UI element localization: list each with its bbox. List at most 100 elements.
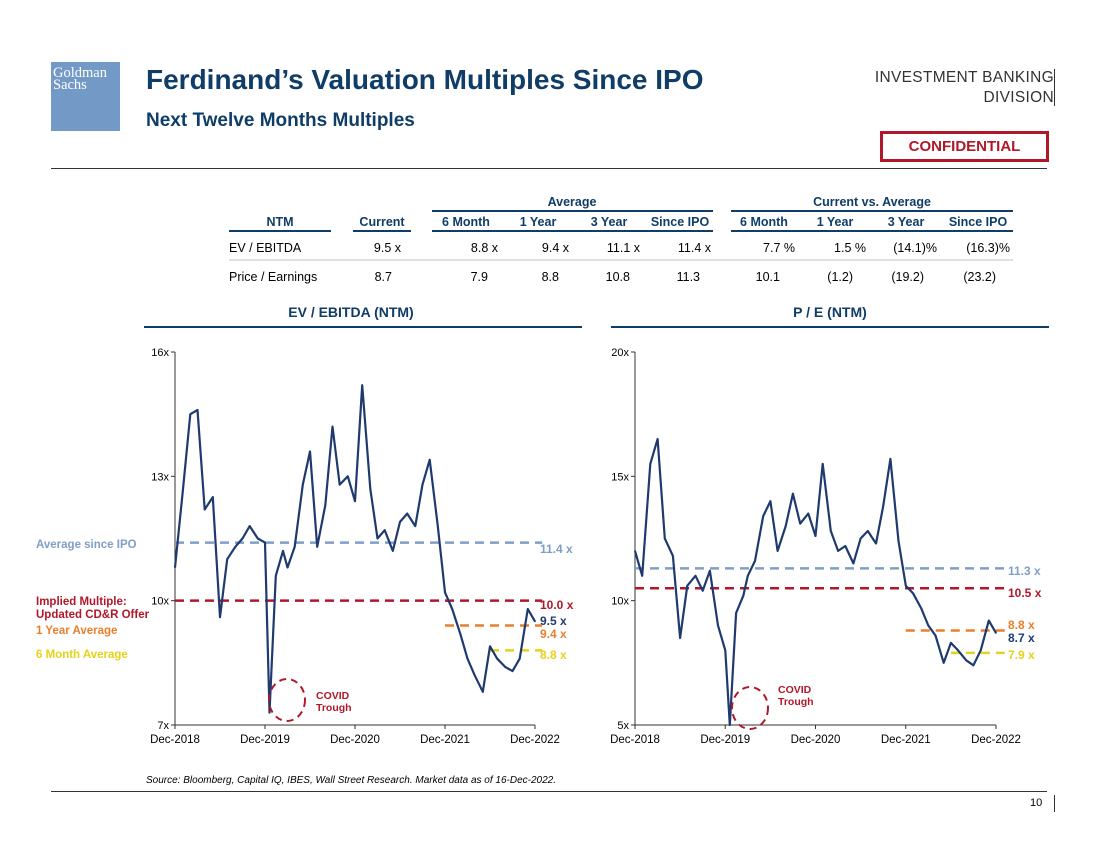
reference-label: 9.5 x bbox=[540, 614, 567, 628]
data-point bbox=[331, 425, 334, 428]
data-point bbox=[641, 575, 644, 577]
data-point bbox=[747, 575, 749, 577]
data-point bbox=[950, 642, 952, 644]
data-point bbox=[769, 500, 772, 502]
legend-six-month: 6 Month Average bbox=[36, 649, 128, 661]
data-point bbox=[656, 438, 659, 440]
y-tick-label: 15x bbox=[611, 471, 629, 483]
data-point bbox=[927, 624, 930, 627]
data-point bbox=[672, 555, 674, 557]
data-point bbox=[219, 616, 221, 619]
data-point bbox=[504, 666, 507, 668]
data-point bbox=[814, 535, 817, 537]
multiples-table: Average Current vs. Average NTM Current … bbox=[229, 195, 1013, 284]
data-point bbox=[792, 492, 794, 495]
row-label-ev-ebitda: EV / EBITDA bbox=[229, 241, 302, 255]
col-header-cva-6m: 6 Month bbox=[740, 215, 788, 229]
covid-label-line2: Trough bbox=[316, 702, 352, 714]
reference-label: 10.0 x bbox=[540, 598, 574, 612]
data-point bbox=[212, 496, 214, 498]
data-point bbox=[451, 608, 454, 610]
reference-label: 10.5 x bbox=[1008, 586, 1042, 600]
data-point bbox=[399, 521, 401, 523]
charts-area: EV / EBITDA (NTM) P / E (NTM) Average si… bbox=[36, 304, 1049, 746]
data-point bbox=[309, 450, 311, 453]
row-label-pe: Price / Earnings bbox=[229, 270, 317, 284]
data-point bbox=[784, 525, 787, 527]
legend-implied-line1: Implied Multiple: bbox=[36, 596, 127, 608]
covid-trough-circle bbox=[268, 678, 306, 722]
data-point bbox=[754, 560, 756, 562]
header-divider bbox=[51, 168, 1047, 169]
division-label: INVESTMENT BANKING DIVISION bbox=[875, 68, 1054, 108]
data-point bbox=[347, 475, 349, 478]
data-point bbox=[821, 463, 824, 465]
data-point bbox=[496, 657, 499, 660]
data-point bbox=[742, 594, 745, 597]
cell-ev-current: 9.5 x bbox=[374, 241, 402, 255]
page-number-divider bbox=[1054, 795, 1055, 812]
cell-pe-cva-3y: (19.2) bbox=[891, 270, 924, 284]
covid-trough-circle bbox=[731, 686, 769, 730]
series-line bbox=[173, 384, 536, 714]
col-header-avg-3y: 3 Year bbox=[591, 215, 628, 229]
reference-label: 8.8 x bbox=[540, 648, 567, 662]
data-point bbox=[482, 691, 484, 693]
data-point bbox=[882, 505, 884, 507]
data-point bbox=[679, 637, 681, 639]
reference-label: 7.9 x bbox=[1008, 648, 1035, 662]
data-point bbox=[934, 634, 937, 637]
data-point bbox=[473, 674, 476, 677]
data-point bbox=[995, 632, 997, 634]
data-point bbox=[686, 584, 689, 587]
cell-pe-avg-6m: 7.9 bbox=[471, 270, 488, 284]
data-point bbox=[264, 541, 266, 544]
data-point bbox=[181, 496, 183, 498]
data-point bbox=[234, 545, 237, 548]
data-point bbox=[694, 575, 697, 577]
reference-label: 9.4 x bbox=[540, 627, 567, 641]
covid-label-line1: COVID bbox=[316, 690, 350, 702]
data-point bbox=[361, 384, 364, 386]
reference-label: 11.3 x bbox=[1008, 564, 1041, 578]
covid-label-line2: Trough bbox=[778, 696, 814, 708]
data-point bbox=[920, 607, 922, 609]
col-header-ntm: NTM bbox=[266, 215, 293, 229]
data-point bbox=[511, 670, 514, 672]
data-point bbox=[189, 413, 192, 415]
x-tick-label: Dec-2022 bbox=[971, 734, 1021, 746]
data-point bbox=[889, 458, 892, 460]
cell-ev-cva-3y: (14.1)% bbox=[893, 241, 937, 255]
data-point bbox=[302, 483, 304, 486]
data-point bbox=[709, 570, 711, 572]
data-point bbox=[957, 649, 959, 652]
reference-label: 8.7 x bbox=[1008, 631, 1035, 645]
data-point bbox=[466, 657, 469, 660]
data-point bbox=[701, 589, 704, 592]
ev-ebitda-chart: 7x 10x 13x 16x Dec-2018 Dec-2019 Dec-2020 Dec-2… bbox=[150, 347, 574, 746]
data-point bbox=[912, 592, 914, 595]
data-point bbox=[293, 545, 296, 548]
x-tick-label: Dec-2019 bbox=[240, 734, 290, 746]
confidential-badge: CONFIDENTIAL bbox=[880, 131, 1049, 162]
data-point bbox=[534, 620, 536, 623]
data-point bbox=[489, 645, 491, 648]
y-tick-label: 10x bbox=[611, 596, 629, 608]
data-point bbox=[369, 487, 372, 490]
data-point bbox=[972, 664, 975, 667]
data-point bbox=[241, 537, 244, 540]
footer-divider bbox=[51, 791, 1047, 792]
data-point bbox=[979, 649, 982, 652]
table-group-current-vs-average: Current vs. Average bbox=[813, 195, 931, 209]
y-tick-label: 10x bbox=[151, 596, 169, 608]
data-point bbox=[428, 458, 431, 461]
data-point bbox=[897, 540, 900, 542]
data-point bbox=[196, 409, 199, 411]
data-point bbox=[437, 525, 439, 527]
cell-ev-cva-6m: 7.7 % bbox=[763, 241, 795, 255]
data-point bbox=[376, 537, 379, 540]
data-point bbox=[776, 550, 779, 552]
data-point bbox=[316, 545, 319, 548]
data-point bbox=[421, 483, 424, 486]
data-point bbox=[837, 550, 839, 552]
